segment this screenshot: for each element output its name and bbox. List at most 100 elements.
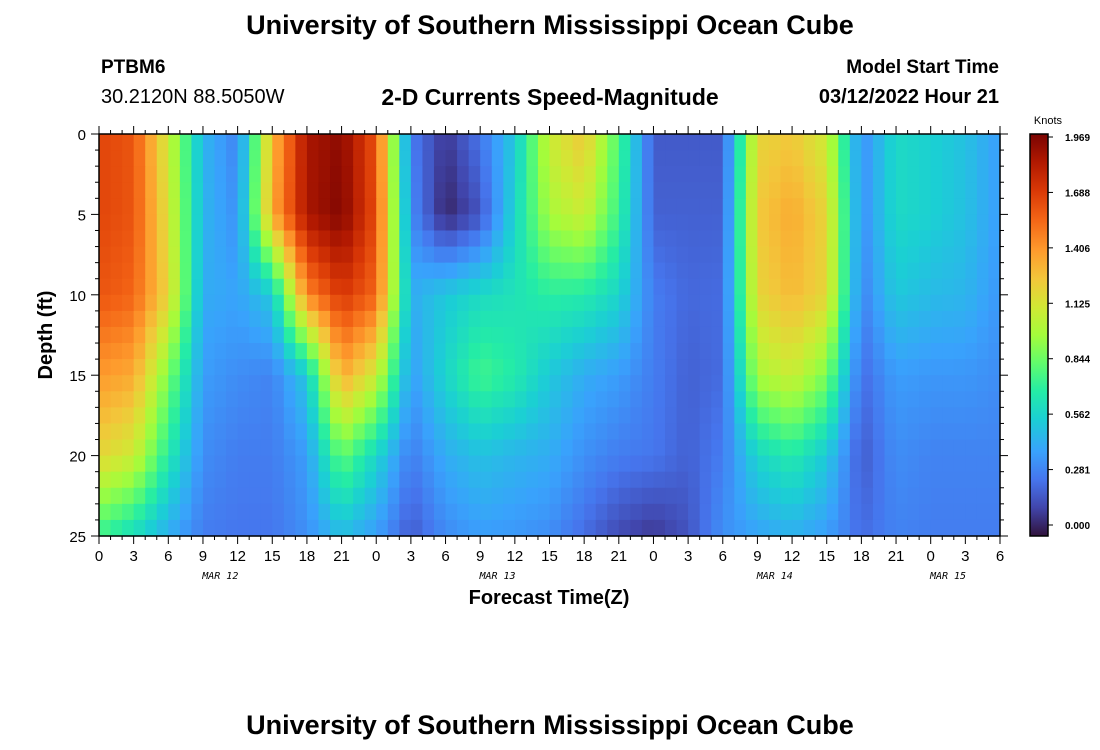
heatmap-cell: [688, 519, 701, 537]
heatmap-cell: [122, 471, 135, 489]
heatmap-cell: [410, 326, 424, 344]
heatmap-cell: [976, 519, 990, 537]
heatmap-cell: [653, 487, 666, 505]
heatmap-cell: [942, 230, 955, 248]
heatmap-cell: [607, 182, 620, 199]
heatmap-cell: [468, 294, 481, 312]
heatmap-cell: [849, 310, 862, 328]
heatmap-cell: [849, 375, 862, 392]
heatmap-cell: [376, 278, 389, 296]
heatmap-cell: [226, 439, 239, 457]
colorbar-tick-label: 0.281: [1065, 466, 1090, 477]
heatmap-cell: [491, 134, 504, 151]
heatmap-cell: [861, 294, 874, 312]
heatmap-cell: [376, 262, 389, 280]
heatmap-cell: [272, 182, 285, 199]
heatmap-cell: [260, 294, 273, 312]
heatmap-cell: [792, 359, 805, 376]
heatmap-cell: [226, 359, 239, 376]
heatmap-cell: [330, 455, 343, 473]
heatmap-cell: [688, 310, 701, 328]
heatmap-cell: [884, 503, 897, 521]
heatmap-cell: [792, 246, 805, 264]
heatmap-cell: [699, 294, 712, 312]
heatmap-cell: [272, 278, 285, 296]
heatmap-cell: [699, 262, 712, 280]
heatmap-cell: [930, 166, 943, 183]
heatmap-cell: [838, 455, 851, 473]
bottom-title: University of Southern Mississippi Ocean…: [246, 710, 854, 740]
heatmap-cell: [976, 278, 990, 296]
heatmap-cell: [722, 198, 735, 215]
heatmap-cell: [526, 150, 539, 167]
heatmap-cell: [641, 278, 655, 296]
heatmap-cell: [122, 326, 135, 344]
heatmap-cell: [711, 294, 724, 312]
heatmap-cell: [838, 294, 851, 312]
heatmap-cell: [249, 471, 262, 489]
heatmap-cell: [884, 471, 897, 489]
heatmap-cell: [953, 455, 966, 473]
heatmap-cell: [757, 198, 770, 215]
heatmap-cell: [896, 310, 909, 328]
heatmap-cell: [376, 310, 389, 328]
heatmap-cell: [168, 439, 181, 457]
heatmap-cell: [526, 375, 539, 392]
heatmap-cell: [156, 230, 169, 248]
heatmap-cell: [272, 519, 285, 537]
heatmap-cell: [457, 150, 470, 167]
heatmap-cell: [965, 423, 978, 441]
heatmap-cell: [537, 359, 551, 376]
heatmap-cell: [976, 471, 990, 489]
heatmap-cell: [815, 294, 828, 312]
heatmap-cell: [780, 230, 793, 248]
heatmap-cell: [826, 375, 839, 392]
heatmap-cell: [618, 391, 631, 408]
heatmap-cell: [780, 150, 793, 167]
heatmap-cell: [896, 198, 909, 215]
heatmap-cell: [272, 262, 285, 280]
heatmap-cell: [468, 310, 481, 328]
heatmap-cell: [561, 214, 574, 232]
colorbar-units: Knots: [1034, 115, 1063, 127]
heatmap-cell: [422, 487, 435, 505]
heatmap-cell: [399, 423, 412, 441]
heatmap-cell: [861, 455, 874, 473]
heatmap-cell: [618, 166, 631, 183]
heatmap-cell: [618, 439, 631, 457]
heatmap-cell: [965, 166, 978, 183]
heatmap-cell: [537, 150, 551, 167]
heatmap-cell: [872, 455, 886, 473]
heatmap-cell: [976, 439, 990, 457]
heatmap-cell: [907, 487, 920, 505]
heatmap-cell: [838, 503, 851, 521]
heatmap-cell: [953, 214, 966, 232]
heatmap-cell: [872, 214, 886, 232]
heatmap-cell: [330, 214, 343, 232]
heatmap-cell: [330, 519, 343, 537]
heatmap-cell: [202, 278, 216, 296]
heatmap-cell: [919, 487, 932, 505]
heatmap-cell: [99, 407, 112, 425]
heatmap-cell: [526, 519, 539, 537]
heatmap-cell: [584, 455, 597, 473]
heatmap-cell: [561, 134, 574, 151]
heatmap-cell: [688, 326, 701, 344]
heatmap-cell: [99, 134, 112, 151]
heatmap-cell: [549, 262, 562, 280]
heatmap-cell: [445, 166, 458, 183]
x-tick-label: 21: [610, 548, 627, 565]
heatmap-cell: [884, 359, 897, 376]
heatmap-cell: [757, 503, 770, 521]
heatmap-cell: [838, 166, 851, 183]
heatmap-cell: [480, 294, 493, 312]
x-tick-label: 21: [333, 548, 350, 565]
heatmap-cell: [179, 375, 193, 392]
heatmap-cell: [237, 407, 250, 425]
heatmap-cell: [145, 439, 158, 457]
heatmap-cell: [792, 439, 805, 457]
heatmap-cell: [838, 214, 851, 232]
heatmap-cell: [133, 326, 146, 344]
heatmap-cell: [445, 134, 458, 151]
heatmap-cell: [745, 230, 759, 248]
